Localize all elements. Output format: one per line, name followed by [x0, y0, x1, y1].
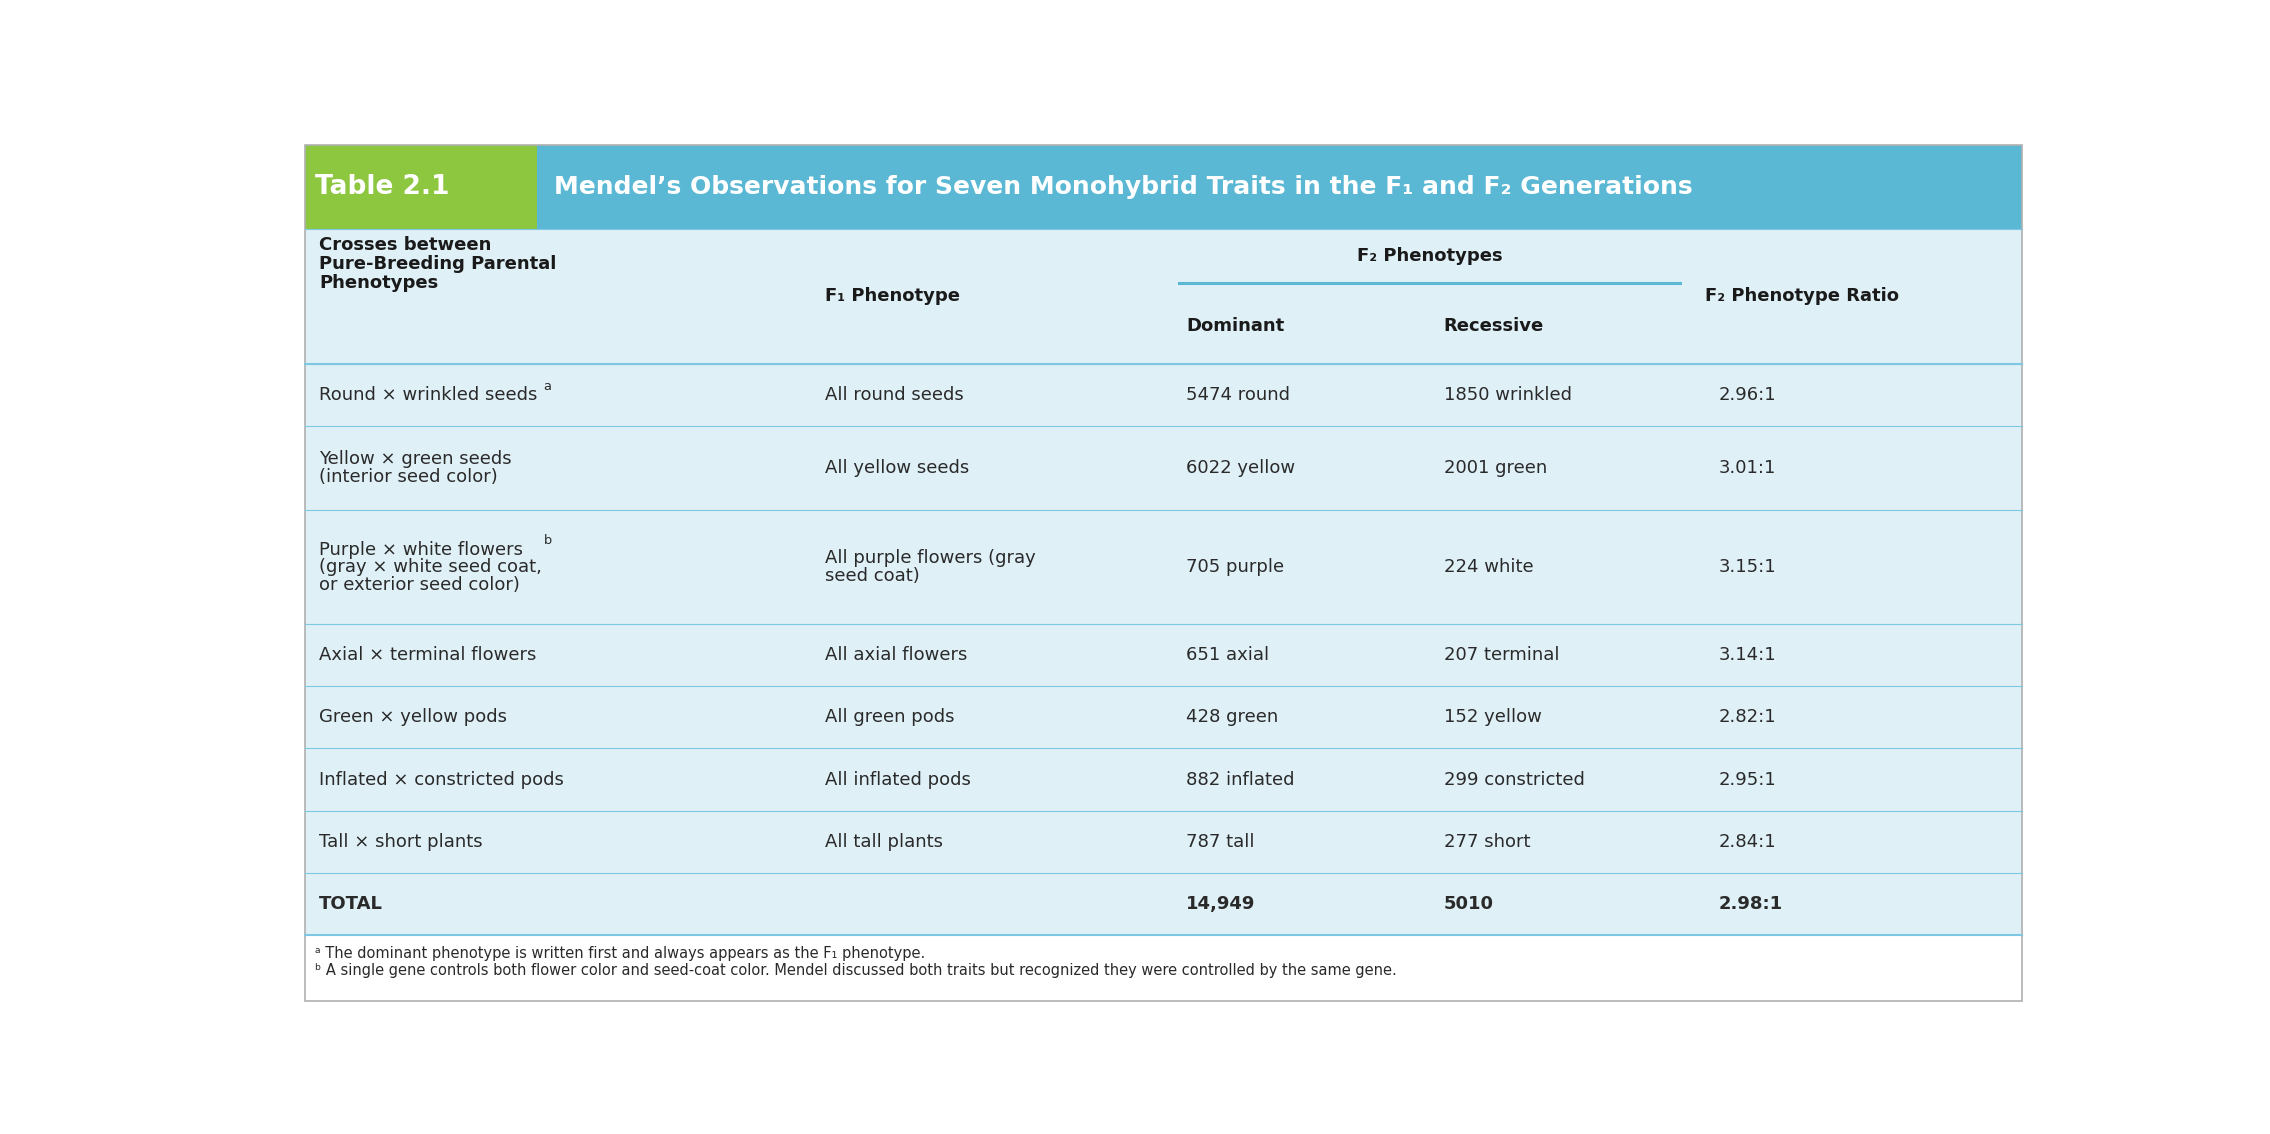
Text: 2.98:1: 2.98:1 — [1718, 895, 1782, 913]
Text: 5474 round: 5474 round — [1185, 386, 1289, 404]
Text: 6022 yellow: 6022 yellow — [1185, 459, 1296, 477]
Text: 224 white: 224 white — [1444, 558, 1532, 576]
Text: Round × wrinkled seeds: Round × wrinkled seeds — [318, 386, 538, 404]
Text: 882 inflated: 882 inflated — [1185, 770, 1294, 788]
Text: 277 short: 277 short — [1444, 832, 1530, 850]
Text: 152 yellow: 152 yellow — [1444, 709, 1541, 727]
Text: All round seeds: All round seeds — [826, 386, 965, 404]
Text: F₂ Phenotype Ratio: F₂ Phenotype Ratio — [1705, 287, 1898, 305]
Text: Inflated × constricted pods: Inflated × constricted pods — [318, 770, 563, 788]
Text: Mendel’s Observations for Seven Monohybrid Traits in the F₁ and F₂ Generations: Mendel’s Observations for Seven Monohybr… — [554, 175, 1693, 198]
Bar — [304, 426, 2023, 510]
Text: 3.14:1: 3.14:1 — [1718, 646, 1777, 665]
Text: (interior seed color): (interior seed color) — [318, 468, 497, 485]
Text: or exterior seed color): or exterior seed color) — [318, 576, 520, 594]
Text: TOTAL: TOTAL — [318, 895, 384, 913]
Text: 14,949: 14,949 — [1185, 895, 1255, 913]
Bar — [304, 364, 2023, 426]
Text: All purple flowers (gray: All purple flowers (gray — [826, 550, 1035, 567]
Text: 5010: 5010 — [1444, 895, 1494, 913]
Bar — [304, 229, 2023, 364]
Text: 3.01:1: 3.01:1 — [1718, 459, 1775, 477]
Bar — [304, 811, 2023, 873]
Text: Green × yellow pods: Green × yellow pods — [318, 709, 506, 727]
Text: (gray × white seed coat,: (gray × white seed coat, — [318, 558, 543, 576]
Text: Dominant: Dominant — [1185, 318, 1285, 336]
Bar — [536, 145, 2023, 229]
Text: ᵃ The dominant phenotype is written first and always appears as the F₁ phenotype: ᵃ The dominant phenotype is written firs… — [316, 946, 926, 960]
Bar — [304, 625, 2023, 686]
Text: 705 purple: 705 purple — [1185, 558, 1285, 576]
Text: 1850 wrinkled: 1850 wrinkled — [1444, 386, 1571, 404]
Text: 2.84:1: 2.84:1 — [1718, 832, 1777, 850]
Text: F₁ Phenotype: F₁ Phenotype — [826, 287, 960, 305]
Bar — [304, 748, 2023, 811]
Text: seed coat): seed coat) — [826, 567, 919, 585]
Text: 299 constricted: 299 constricted — [1444, 770, 1584, 788]
Text: Purple × white flowers: Purple × white flowers — [318, 541, 522, 559]
Text: All green pods: All green pods — [826, 709, 956, 727]
Text: Yellow × green seeds: Yellow × green seeds — [318, 450, 511, 468]
Text: 2.96:1: 2.96:1 — [1718, 386, 1777, 404]
Text: 2.95:1: 2.95:1 — [1718, 770, 1777, 788]
Text: a: a — [543, 380, 552, 392]
Bar — [304, 145, 536, 229]
Text: ᵇ A single gene controls both flower color and seed-coat color. Mendel discussed: ᵇ A single gene controls both flower col… — [316, 963, 1396, 979]
Text: All inflated pods: All inflated pods — [826, 770, 972, 788]
Text: All tall plants: All tall plants — [826, 832, 944, 850]
Text: Pure-Breeding Parental: Pure-Breeding Parental — [318, 255, 556, 273]
Text: Tall × short plants: Tall × short plants — [318, 832, 484, 850]
Text: 2001 green: 2001 green — [1444, 459, 1546, 477]
Text: All yellow seeds: All yellow seeds — [826, 459, 969, 477]
Text: 3.15:1: 3.15:1 — [1718, 558, 1777, 576]
Text: Table 2.1: Table 2.1 — [316, 174, 449, 200]
Text: 207 terminal: 207 terminal — [1444, 646, 1559, 665]
Bar — [304, 873, 2023, 934]
Text: 428 green: 428 green — [1185, 709, 1278, 727]
Text: 2.82:1: 2.82:1 — [1718, 709, 1777, 727]
Text: F₂ Phenotypes: F₂ Phenotypes — [1357, 247, 1503, 265]
Bar — [304, 686, 2023, 748]
Text: 651 axial: 651 axial — [1185, 646, 1269, 665]
Text: Phenotypes: Phenotypes — [318, 274, 438, 293]
Text: All axial flowers: All axial flowers — [826, 646, 967, 665]
Bar — [304, 510, 2023, 625]
Text: Recessive: Recessive — [1444, 318, 1544, 336]
Text: b: b — [543, 534, 552, 548]
Text: 787 tall: 787 tall — [1185, 832, 1255, 850]
Text: Axial × terminal flowers: Axial × terminal flowers — [318, 646, 536, 665]
Text: Crosses between: Crosses between — [318, 236, 490, 254]
